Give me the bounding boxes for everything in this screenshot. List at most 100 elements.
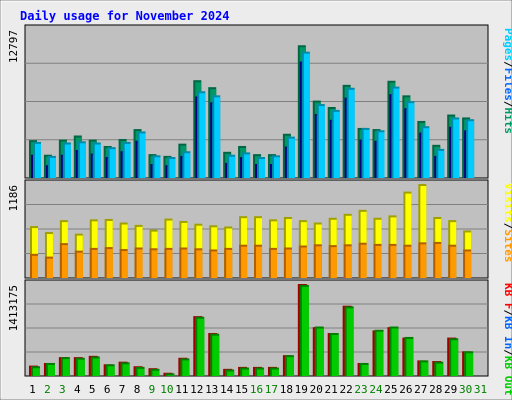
panel-middle: 1186 Visits/Sites xyxy=(7,179,512,279)
bar-kb-out xyxy=(257,369,265,376)
bar-pages xyxy=(378,132,385,178)
bar-pages xyxy=(214,97,221,178)
day-label: 14 xyxy=(220,383,234,396)
bar-pages xyxy=(333,111,340,178)
day-label: 19 xyxy=(295,383,308,396)
bar-pages xyxy=(184,153,191,178)
bar-pages xyxy=(169,159,176,178)
bar-pages xyxy=(363,129,370,178)
bar-kb-out xyxy=(451,340,459,376)
bar-sites xyxy=(136,249,143,278)
bar-sites xyxy=(315,246,322,278)
bar-visits xyxy=(420,186,427,278)
legend-item: KB In xyxy=(502,316,512,349)
day-label: 27 xyxy=(414,383,427,396)
day-labels: 1 2 3 4 5 6 7 8 9 10 11 12 13 14 15 16 17 18 19 20 21 22 23 24 2… xyxy=(29,383,487,396)
chart-title: Daily usage for November 2024 xyxy=(20,9,230,23)
bar-visits xyxy=(405,193,412,278)
day-label: 5 xyxy=(89,383,96,396)
bar-kb-out xyxy=(197,318,205,376)
bar-kb-out xyxy=(286,357,294,376)
legend-item: Sites xyxy=(502,229,512,262)
bar-sites xyxy=(435,243,442,278)
bar-shadow-kb-out xyxy=(165,373,175,376)
bar-kb-out xyxy=(376,331,384,376)
day-label: 18 xyxy=(280,383,293,396)
bar-sites xyxy=(46,258,53,278)
day-label: 31 xyxy=(474,383,487,396)
day-label: 17 xyxy=(265,383,278,396)
bar-sites xyxy=(121,251,128,278)
bar-kb-out xyxy=(107,366,115,376)
bar-kb-out xyxy=(361,364,369,376)
bar-kb-out xyxy=(212,335,220,376)
bar-kb-out xyxy=(227,371,235,376)
legend-item: / xyxy=(502,310,512,317)
day-label: 10 xyxy=(160,383,173,396)
bar-sites xyxy=(166,249,173,278)
day-label: 6 xyxy=(104,383,111,396)
bar-kb-out xyxy=(167,375,175,376)
bar-kb-out xyxy=(92,358,100,376)
bar-kb-out xyxy=(436,363,444,376)
day-label: 20 xyxy=(310,383,323,396)
bar-pages xyxy=(468,121,475,178)
legend-item: / xyxy=(502,61,512,68)
bar-pages xyxy=(199,93,206,178)
bar-kb-out xyxy=(406,338,414,376)
day-label: 8 xyxy=(134,383,141,396)
legend-item: KB Out xyxy=(502,356,512,396)
bar-sites xyxy=(256,246,263,278)
day-label: 2 xyxy=(44,383,51,396)
bar-pages xyxy=(109,149,116,178)
day-label: 12 xyxy=(190,383,203,396)
bar-sites xyxy=(91,249,98,278)
legend-item: / xyxy=(502,101,512,108)
bar-sites xyxy=(106,249,113,278)
bar-kb-out xyxy=(182,360,190,376)
bar-sites xyxy=(465,251,472,278)
bar-sites xyxy=(420,244,427,278)
bar-sites xyxy=(241,246,248,278)
bar-kb-out xyxy=(421,362,429,376)
y-max-label: 12797 xyxy=(7,30,20,63)
bar-sites xyxy=(76,252,83,278)
day-label: 16 xyxy=(250,383,263,396)
bar-kb-out xyxy=(346,308,354,376)
bar-pages xyxy=(124,143,131,178)
chart-panels: 12797Pages/Files/Hits1186Visits/Sites141… xyxy=(7,24,512,396)
y-max-label: 1186 xyxy=(7,185,20,212)
day-label: 25 xyxy=(384,383,397,396)
bar-visits xyxy=(46,234,53,278)
bar-pages xyxy=(453,119,460,178)
bar-sites xyxy=(226,249,233,278)
bar-pages xyxy=(288,138,295,178)
bar-pages xyxy=(423,128,430,178)
legend-item: Files xyxy=(502,68,512,101)
bar-kb-out xyxy=(391,328,399,376)
bar-sites xyxy=(285,249,292,278)
bar-sites xyxy=(211,251,218,278)
bar-pages xyxy=(35,143,41,178)
y-max-label: 1413175 xyxy=(7,285,20,331)
bar-pages xyxy=(244,154,251,178)
day-label: 23 xyxy=(354,383,367,396)
day-label: 21 xyxy=(325,383,338,396)
bar-pages xyxy=(94,144,101,178)
day-label: 13 xyxy=(205,383,218,396)
bar-pages xyxy=(259,159,266,178)
bar-kb-out xyxy=(77,359,85,376)
legend-item: Pages xyxy=(502,28,512,61)
bar-sites xyxy=(181,249,188,278)
bar-pages xyxy=(408,103,415,178)
bar-pages xyxy=(229,156,236,178)
bar-kb-out xyxy=(271,369,279,376)
legend-bottom: KB F/KB In/KB Out xyxy=(502,283,512,396)
day-label: 24 xyxy=(369,383,383,396)
bar-kb-out xyxy=(152,370,160,376)
bar-kb-out xyxy=(62,359,70,376)
day-label: 29 xyxy=(444,383,457,396)
bar-sites xyxy=(270,249,277,278)
